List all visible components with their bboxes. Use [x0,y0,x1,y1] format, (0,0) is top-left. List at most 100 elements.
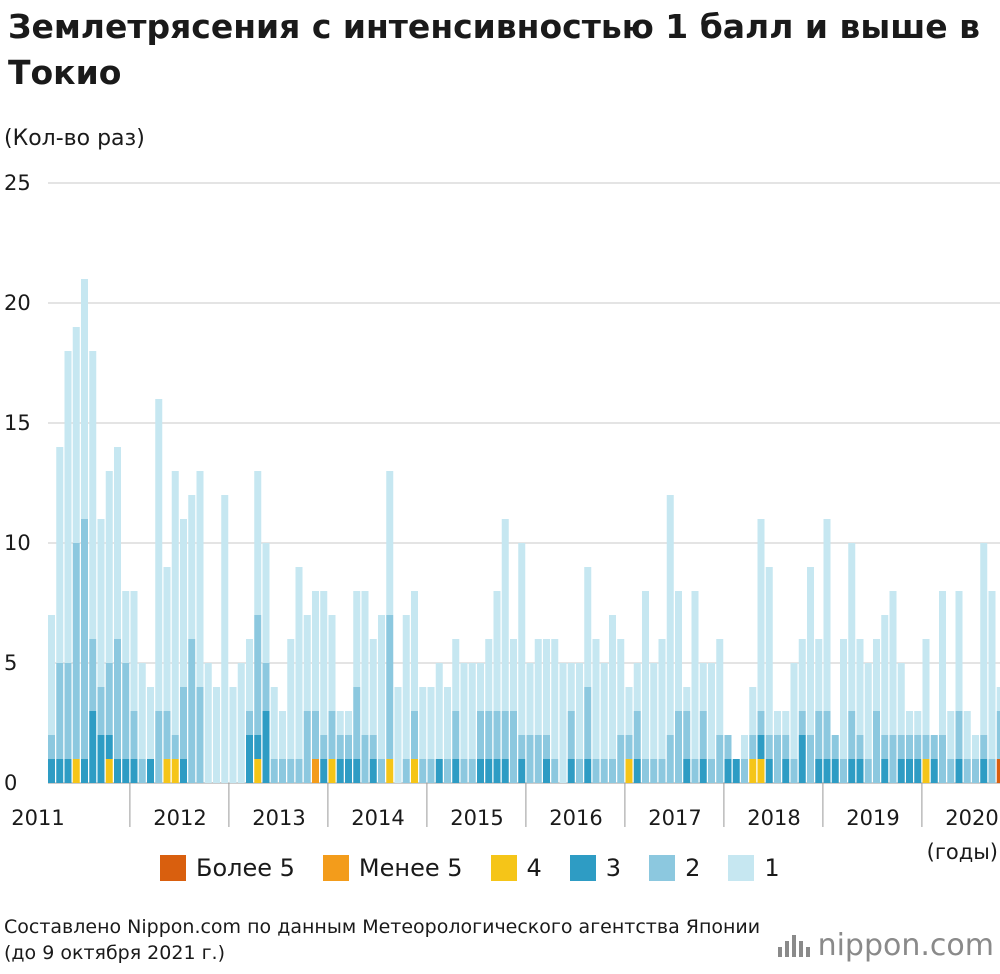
swatch-2-icon [649,855,676,881]
bar-segment [353,759,361,783]
bar-segment [642,591,649,759]
bar-segment [460,663,468,759]
bar-segment [287,759,295,783]
swatch-more-than-5-icon [160,855,186,881]
bar-segment [336,735,344,759]
bar-segment [526,663,534,735]
bar-segment [798,639,806,711]
bar-segment [501,759,509,783]
x-tick-label: 2016 [549,806,602,830]
y-tick-label: 20 [4,291,31,315]
bar-segment [493,591,501,711]
nippon-logo[interactable]: nippon.com [777,928,994,963]
bar-segment [897,663,905,735]
bar-segment [699,663,707,711]
bar-segment [262,711,270,783]
bar-segment [163,567,171,711]
bar-segment [914,735,922,759]
y-tick-labels: 0 5 10 15 20 25 [4,171,31,795]
bar-segment [114,639,121,759]
bar-segment [543,639,550,735]
bar-segment [477,711,484,759]
bar-segment [510,711,517,783]
bar-segment [774,711,781,735]
bar-segment [452,639,460,711]
bar-segment [708,663,715,759]
bar-segment [122,759,130,783]
bar-segment [188,495,196,639]
bar-segment [270,759,278,783]
bar-segment [699,711,707,759]
bar-segment [724,759,732,783]
bar-segment [48,735,55,759]
bar-segment [64,759,72,783]
bar-segment [749,687,757,735]
bar-segment [658,759,666,783]
bar-segment [831,735,839,759]
bar-segment [89,351,97,639]
bar-segment [518,735,526,759]
bar-segment [757,711,765,735]
x-tick-label: 2020 [945,806,998,830]
y-tick-label: 15 [4,411,31,435]
bar-segment [534,639,542,735]
bar-segment [551,639,559,759]
x-axis-unit-label: (годы) [926,840,998,864]
bar-segment [856,639,864,735]
bar-segment [930,735,938,759]
bar-segment [939,735,946,783]
bar-segment [625,687,633,735]
bar-segment [897,759,905,783]
bar-segment [122,663,130,759]
bar-segment [279,759,286,783]
bar-segment [485,639,493,711]
bar-segment [303,615,311,711]
bar-segment [468,663,476,759]
bar-segment [394,687,402,783]
bar-segment [592,759,600,783]
chart-title: Землетрясения с интенсивностью 1 балл и … [8,7,981,92]
bar-segment [369,735,377,759]
bar-segment [48,615,55,735]
nippon-logo-icon [777,934,810,957]
bar-segment [939,591,946,735]
bar-segment [378,615,385,759]
bar-segment [889,591,897,735]
bar-segment [691,591,699,759]
bar-segment [171,471,179,735]
bar-segment [427,687,435,759]
bar-segment [452,711,460,759]
bar-segment [130,711,138,759]
bar-segment [625,735,633,759]
bar-segment [567,759,575,783]
bar-segment [881,759,889,783]
bar-segment [600,759,608,783]
bar-segment [708,759,715,783]
bar-segment [411,711,418,759]
bar-segment [369,759,377,783]
bar-segment [798,711,806,735]
bar-segment [188,639,196,783]
bar-series [48,279,1000,783]
bar-segment [823,519,831,711]
bar-segment [757,735,765,759]
bar-segment [873,639,880,711]
bar-segment [996,687,1000,711]
bar-segment [963,711,971,759]
legend-item-more-than-5: Более 5 [160,854,295,882]
bar-segment [922,759,930,783]
bar-segment [48,759,55,783]
bar-segment [345,735,352,759]
bar-segment [64,351,72,663]
bar-segment [287,639,295,759]
bar-segment [757,759,765,783]
bar-segment [155,399,163,711]
bar-segment [72,543,80,759]
legend-label: 4 [526,854,542,882]
bar-segment [757,519,765,711]
swatch-less-than-5-icon [322,855,349,881]
bar-segment [411,591,418,711]
legend-item-3: 3 [569,854,621,882]
bar-segment [955,711,963,759]
